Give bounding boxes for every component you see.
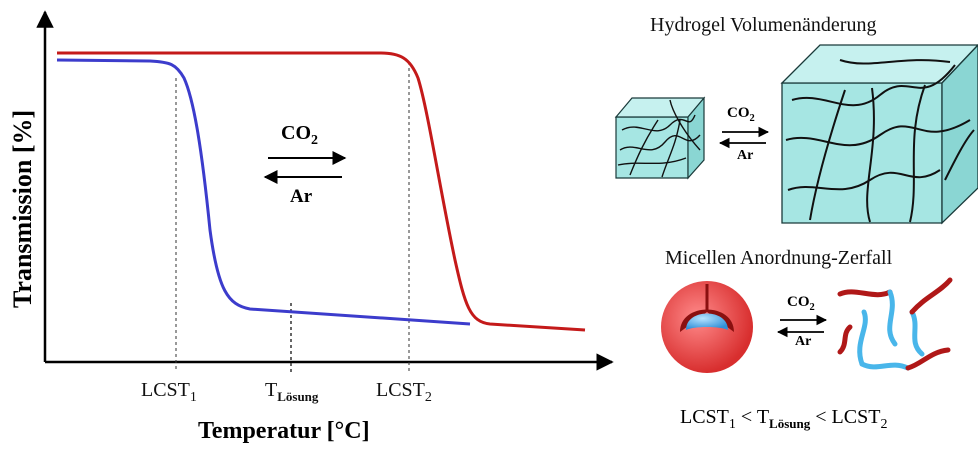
ar-label: Ar	[290, 186, 313, 207]
small-hydrogel-cube	[614, 96, 706, 180]
curve-lcst2	[57, 51, 586, 332]
micelle-ar-label: Ar	[795, 334, 812, 349]
co2-label: CO2	[281, 122, 318, 148]
tick-label-lcst1: LCST1	[141, 379, 197, 405]
y-axis-label: Transmission [%]	[8, 109, 37, 308]
large-hydrogel-cube	[780, 44, 978, 225]
dispersed-chains	[837, 277, 953, 371]
curve-lcst1	[56, 58, 471, 326]
micelle-sphere	[661, 281, 753, 373]
hydrogel-title: Hydrogel Volumenänderung	[650, 14, 877, 36]
hydrogel-ar-label: Ar	[737, 148, 754, 163]
hydrogel-co2-label: CO2	[727, 105, 755, 124]
tick-label-lcst2: LCST2	[376, 379, 432, 405]
tick-label-tloesung: TLösung	[265, 379, 319, 404]
micelle-illustration	[661, 277, 953, 373]
micelle-co2-label: CO2	[787, 294, 815, 313]
micelle-title: Micellen Anordnung-Zerfall	[665, 247, 893, 269]
transmission-chart	[36, 10, 614, 372]
hydrogel-illustration	[614, 44, 978, 225]
x-axis-label: Temperatur [°C]	[198, 418, 370, 444]
lcst-relation: LCST1 < TLösung < LCST2	[680, 406, 888, 432]
